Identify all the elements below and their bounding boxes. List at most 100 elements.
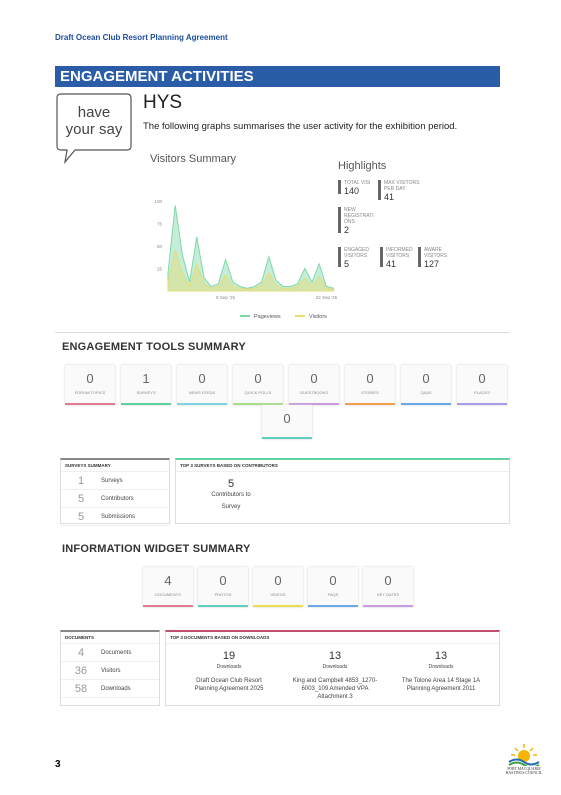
legend-label: Visitors bbox=[309, 314, 327, 320]
page-number: 3 bbox=[55, 759, 61, 770]
item-unit: Downloads bbox=[322, 664, 348, 670]
tile-label: PLACES bbox=[474, 390, 490, 395]
box-title: TOP 3 SURVEYS BASED ON CONTRIBUTORS bbox=[176, 460, 509, 472]
row-value: 58 bbox=[74, 682, 88, 695]
tile: 0 VIDEOS bbox=[253, 567, 303, 607]
highlight-value: 5 bbox=[344, 259, 350, 269]
row-label: Downloads bbox=[101, 685, 131, 692]
tile-value: 0 bbox=[329, 573, 337, 588]
item-unit: Downloads bbox=[216, 664, 242, 670]
area bbox=[167, 205, 335, 292]
highlight-value: 41 bbox=[384, 192, 395, 202]
tile: 0 QUICK POLLS bbox=[233, 365, 283, 405]
surveys-summary: SURVEYS SUMMARY 1 Surveys 5 Contributors 5 Su… bbox=[60, 458, 170, 526]
row-value: 5 bbox=[77, 492, 85, 505]
tile: 0 KEY DATES bbox=[363, 567, 413, 607]
row-label: Contributors bbox=[101, 495, 134, 502]
chart-title: Visitors Summary bbox=[150, 153, 236, 165]
council-line: PORT MACQUARIE bbox=[507, 767, 541, 771]
item-value: 19 bbox=[222, 650, 236, 662]
highlight: ENGAGED VISITORS 5 bbox=[338, 247, 380, 269]
box-title: DOCUMENTS bbox=[61, 632, 159, 644]
highlights-title: Highlights bbox=[338, 160, 387, 172]
item-unit: Downloads bbox=[428, 664, 454, 670]
box-title: SURVEYS SUMMARY bbox=[61, 460, 169, 472]
tile: 1 SURVEYS bbox=[121, 365, 171, 405]
tile-label: KEY DATES bbox=[376, 592, 400, 597]
section-title: ENGAGEMENT TOOLS SUMMARY bbox=[62, 341, 246, 353]
highlight: TOTAL VISI 140 bbox=[338, 180, 380, 196]
document-item: 19 Downloads Draft Ocean Club Resort Plann… bbox=[174, 650, 284, 693]
row-label: Submissions bbox=[101, 513, 136, 520]
badge-line: your say bbox=[65, 121, 123, 138]
tile-value: 0 bbox=[422, 371, 430, 386]
highlight-label: ENGAGED VISITORS bbox=[344, 247, 370, 259]
badge-line: have bbox=[77, 104, 111, 121]
item-name: Draft Ocean Club Resort Planning Agreeme… bbox=[194, 678, 264, 692]
tile-label: PHOTOS bbox=[214, 592, 232, 597]
tile-label: DOCUMENTS bbox=[155, 592, 181, 597]
highlight-label: INFORMED VISITORS bbox=[386, 247, 413, 259]
item-name: The Tolone Area 14 Stage 1A Planning Agr… bbox=[401, 678, 481, 692]
row-label: Surveys bbox=[101, 477, 123, 484]
highlight: NEW REGISTRATI ONS 2 bbox=[338, 207, 380, 235]
tile-label: Q&AS bbox=[420, 390, 432, 395]
survey-item: 5 Contributors to Survey bbox=[176, 478, 286, 510]
tile-value: 0 bbox=[366, 371, 374, 386]
tile-value: 0 bbox=[86, 371, 94, 386]
x-tick-label: 22 Sep '25 bbox=[316, 295, 338, 300]
section-banner: ENGAGEMENT ACTIVITIES bbox=[55, 66, 500, 87]
tile: 0 PHOTOS bbox=[198, 567, 248, 607]
tile: 0 STORIES bbox=[345, 365, 395, 405]
divider bbox=[55, 332, 510, 333]
summary-row: 58 Downloads bbox=[61, 680, 159, 698]
row-value: 4 bbox=[77, 646, 85, 659]
item-value: 5 bbox=[227, 478, 235, 490]
tile-value: 0 bbox=[219, 573, 227, 588]
tile-value: 4 bbox=[164, 573, 172, 588]
tile: 0 PLACES bbox=[457, 365, 507, 405]
highlight-label: AWARE VISITORS bbox=[424, 247, 448, 259]
tile: 0 GUESTBOOKS bbox=[289, 365, 339, 405]
tile-label: FAQS bbox=[327, 592, 339, 597]
area bbox=[167, 248, 335, 292]
logo bbox=[508, 744, 540, 766]
highlight: MAX VISITORS PER DAY 41 bbox=[378, 180, 420, 202]
tile-label: STORIES bbox=[361, 390, 379, 395]
summary-row: 1 Surveys bbox=[61, 472, 169, 490]
highlight-value: 2 bbox=[344, 225, 350, 235]
row-label: Documents bbox=[101, 649, 132, 656]
summary-row: 36 Visitors bbox=[61, 662, 159, 680]
tile: 0 bbox=[262, 405, 312, 439]
item-line: Survey bbox=[221, 504, 241, 510]
document-item: 13 Downloads The Tolone Area 14 Stage 1A P… bbox=[386, 650, 496, 693]
tile-label: VIDEOS bbox=[270, 592, 286, 597]
tile-value: 0 bbox=[384, 573, 392, 588]
legend-label: Pageviews bbox=[254, 314, 281, 320]
highlight-label: NEW REGISTRATI ONS bbox=[344, 207, 374, 225]
highlight-label: MAX VISITORS PER DAY bbox=[384, 180, 420, 192]
hys-title: HYS bbox=[143, 92, 183, 113]
tile: 0 FAQS bbox=[308, 567, 358, 607]
item-name: King and Campbell 4853_1270-6003_109 Ame… bbox=[292, 678, 378, 700]
item-value: 13 bbox=[328, 650, 342, 662]
y-tick-label: 100 bbox=[154, 199, 162, 204]
badge bbox=[56, 93, 132, 165]
item-value: 13 bbox=[434, 650, 448, 662]
council-line: HASTINGS COUNCIL bbox=[505, 771, 543, 775]
tile-value: 0 bbox=[254, 371, 262, 386]
section-title: INFORMATION WIDGET SUMMARY bbox=[62, 543, 251, 555]
tile-value: 0 bbox=[310, 371, 318, 386]
council-name: PORT MACQUARIE HASTINGS COUNCIL bbox=[497, 767, 551, 775]
tile-label: GUESTBOOKS bbox=[299, 390, 328, 395]
top-documents: TOP 3 DOCUMENTS BASED ON DOWNLOADS 19 Dow… bbox=[165, 630, 500, 706]
item-line: Contributors to bbox=[211, 492, 251, 498]
tile-label: NEWS FEEDS bbox=[188, 390, 216, 395]
visitors-chart: Visitors Summary 25 50 75 100 8 Sep '25 22 Se… bbox=[150, 153, 338, 320]
tile: 0 NEWS FEEDS bbox=[177, 365, 227, 405]
box-title: TOP 3 DOCUMENTS BASED ON DOWNLOADS bbox=[166, 632, 499, 644]
row-label: Visitors bbox=[101, 667, 121, 674]
bubble bbox=[56, 93, 132, 165]
highlight-value: 41 bbox=[386, 259, 397, 269]
highlight: INFORMED VISITORS 41 bbox=[380, 247, 422, 269]
